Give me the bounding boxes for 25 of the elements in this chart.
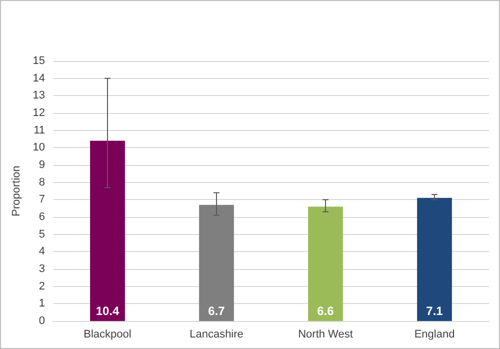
y-tick-label: 0 [38, 315, 45, 327]
y-axis-title: Proportion [10, 166, 22, 216]
y-tick-label: 4 [38, 246, 45, 258]
y-tick-label: 14 [32, 72, 45, 84]
y-tick-label: 1 [38, 298, 45, 310]
data-label: 6.6 [317, 304, 334, 318]
y-tick-label: 12 [32, 107, 45, 119]
x-tick-label: Blackpool [84, 328, 132, 340]
data-label: 7.1 [426, 304, 444, 318]
x-tick-label: Lancashire [190, 328, 244, 340]
y-tick-label: 7 [38, 194, 45, 206]
data-label: 10.4 [96, 304, 120, 318]
y-tick-label: 10 [32, 142, 45, 154]
y-tick-label: 9 [38, 159, 45, 171]
y-tick-label: 11 [34, 124, 45, 136]
y-tick-label: 3 [38, 263, 45, 275]
y-tick-label: 5 [38, 228, 45, 240]
y-tick-label: 8 [38, 176, 45, 188]
x-tick-label: North West [298, 328, 353, 340]
data-label: 6.7 [208, 304, 226, 318]
y-tick-label: 15 [32, 55, 45, 67]
y-tick-label: 6 [38, 211, 45, 223]
y-tick-label: 2 [38, 280, 45, 292]
x-tick-label: England [414, 328, 455, 340]
y-tick-label: 13 [32, 90, 45, 102]
